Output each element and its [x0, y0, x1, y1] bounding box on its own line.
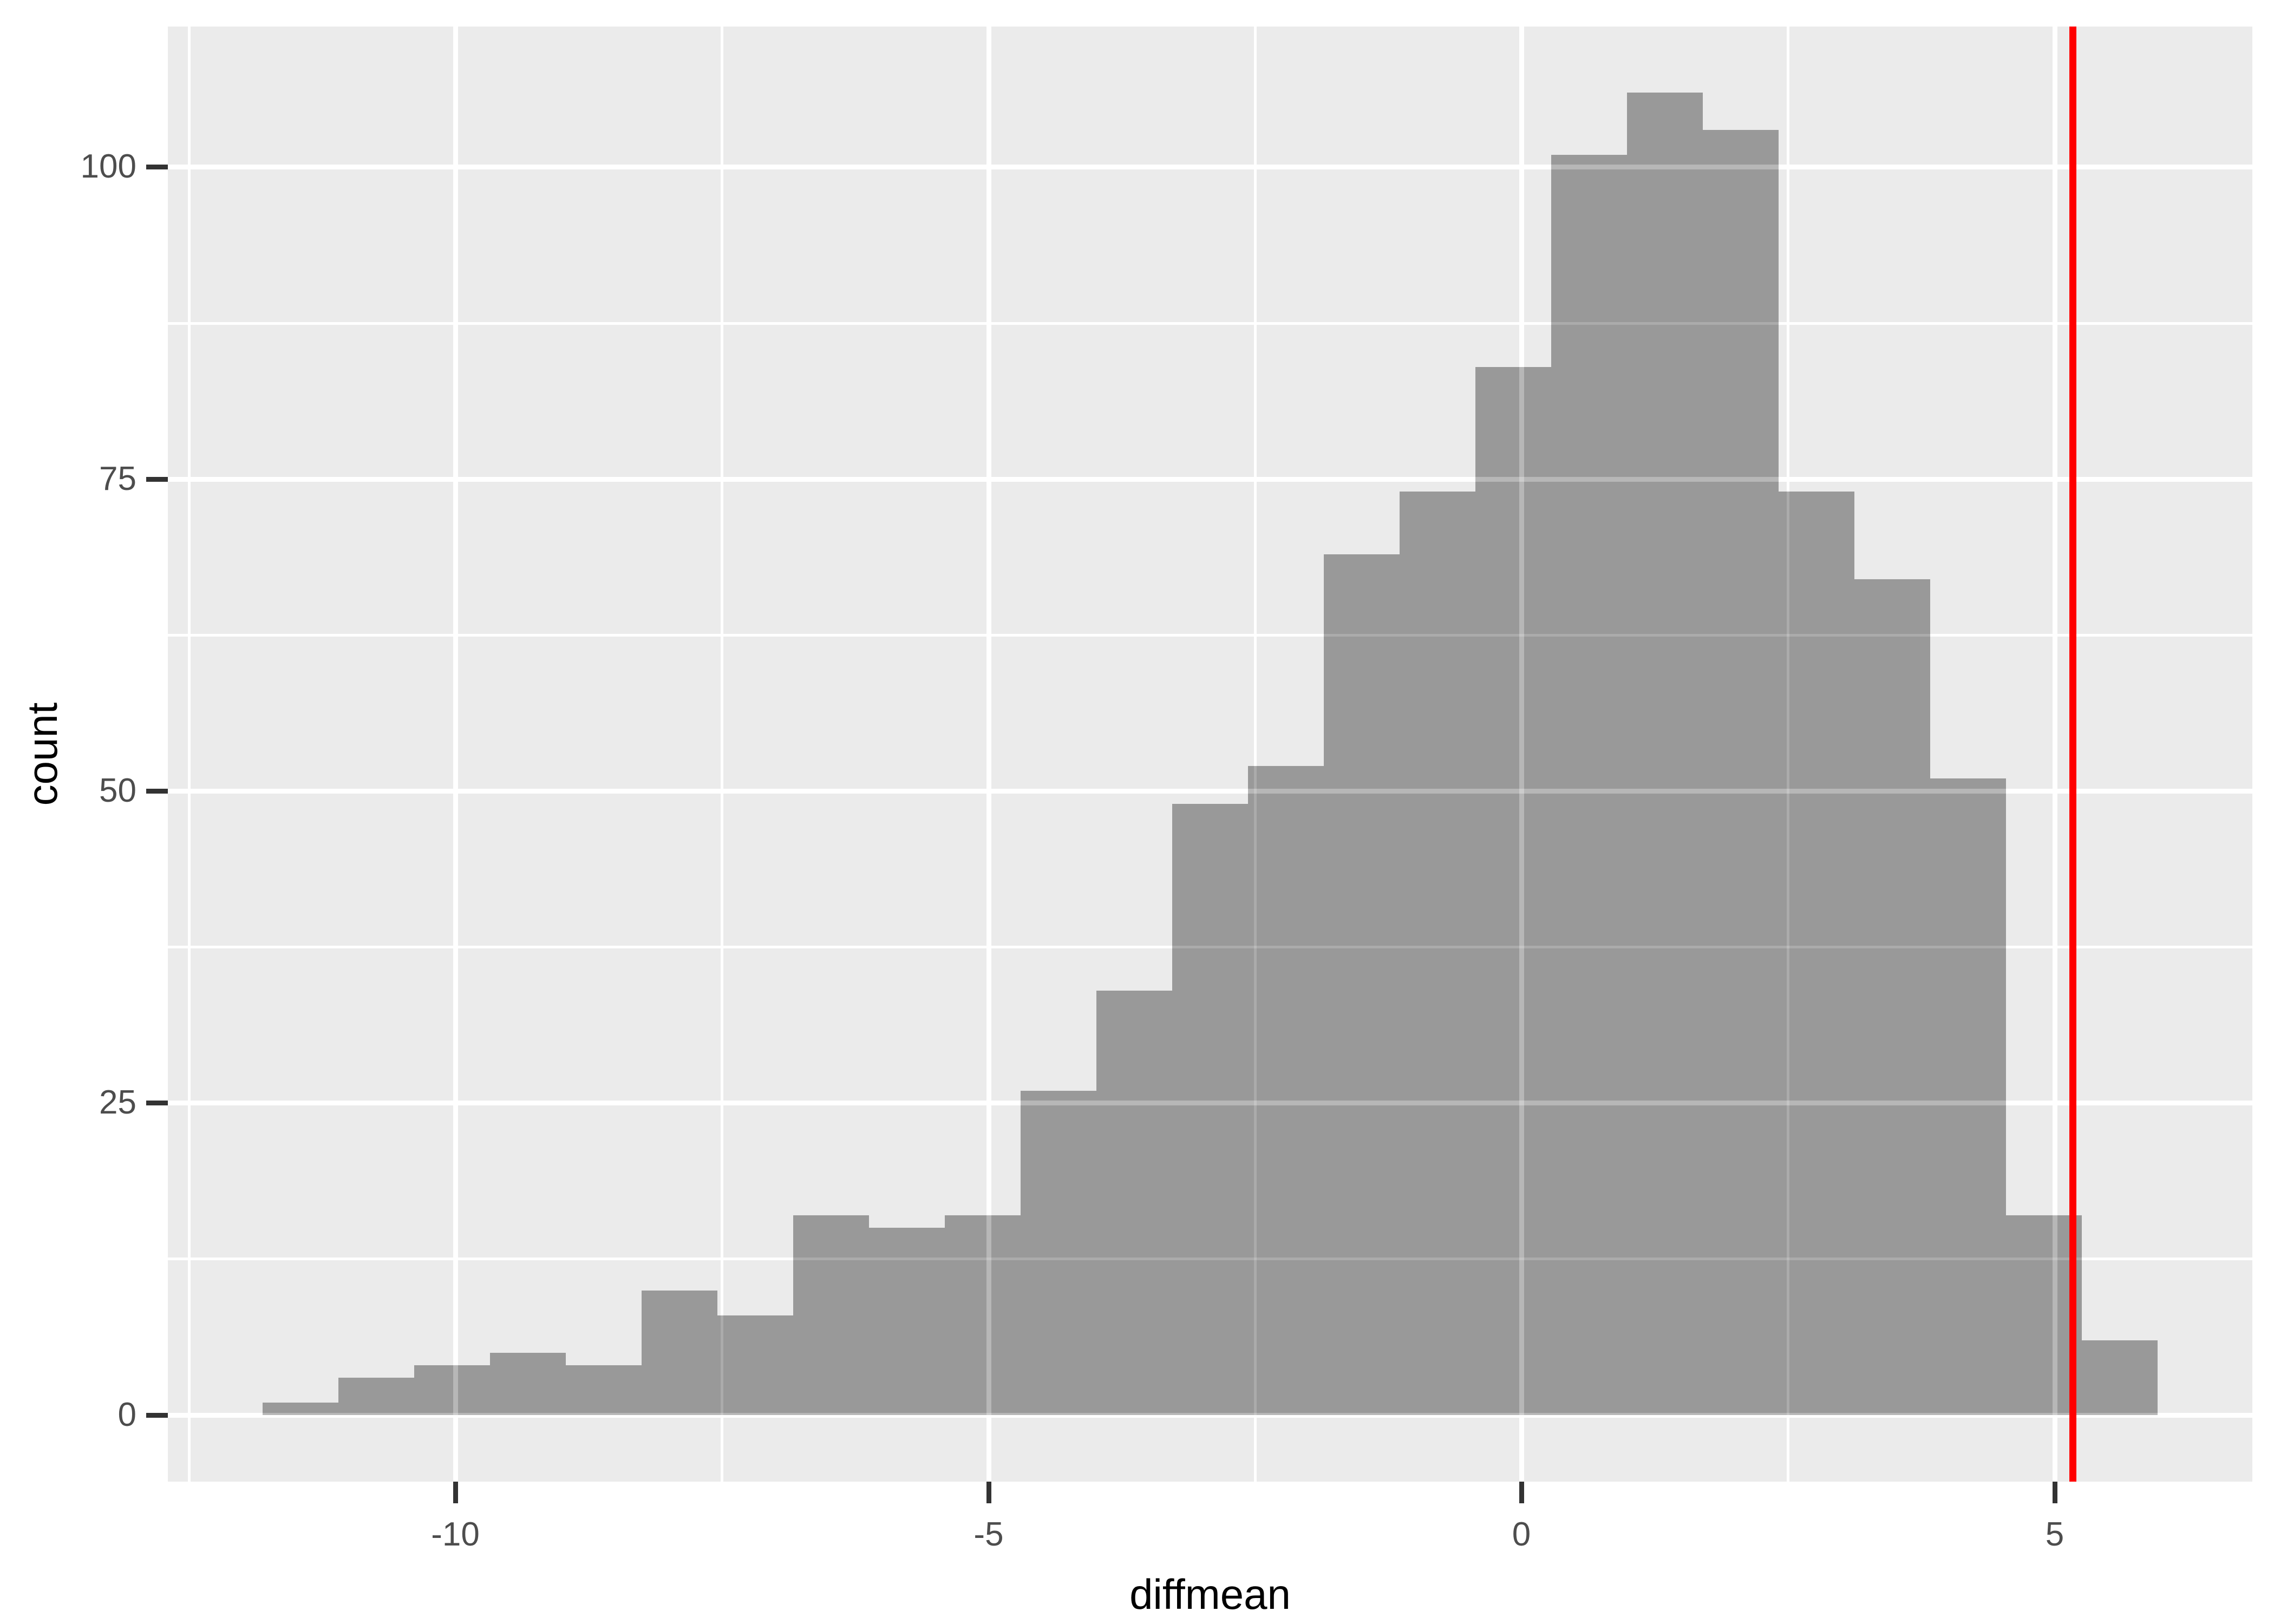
red-vline [2069, 27, 2076, 1482]
y-minor-gridline-overlay [168, 1257, 2252, 1260]
x-minor-gridline [1253, 27, 1257, 1482]
y-major-gridline-overlay [168, 788, 2252, 794]
x-major-gridline-overlay [986, 27, 991, 1482]
y-tick-label: 75 [99, 460, 136, 497]
y-tick-label: 100 [80, 148, 136, 185]
x-minor-gridline-overlay [1253, 27, 1257, 1482]
x-tick-label: 0 [1512, 1516, 1531, 1553]
x-tick-label: 5 [2045, 1516, 2064, 1553]
x-major-gridline [986, 27, 991, 1482]
y-axis-title: count [18, 702, 66, 806]
y-tick-mark [146, 788, 168, 794]
x-tick-mark [1519, 1482, 1524, 1503]
histogram-bar [338, 1377, 414, 1415]
histogram-bar [1324, 554, 1400, 1415]
y-tick-mark [146, 476, 168, 482]
histogram-bar [2082, 1340, 2158, 1415]
y-tick-mark [146, 1412, 168, 1418]
histogram-bar [1551, 154, 1627, 1415]
y-major-gridline-overlay [168, 1412, 2252, 1418]
y-tick-mark [146, 1100, 168, 1105]
x-tick-mark [986, 1482, 991, 1503]
histogram-bar [1400, 492, 1475, 1415]
x-major-gridline [453, 27, 458, 1482]
histogram-bar [717, 1315, 793, 1415]
y-major-gridline-overlay [168, 1100, 2252, 1105]
histogram-bar [1248, 766, 1324, 1415]
x-minor-gridline-overlay [187, 27, 191, 1482]
y-minor-gridline-overlay [168, 322, 2252, 325]
y-tick-label: 50 [99, 772, 136, 809]
histogram-bar [1779, 492, 1854, 1415]
histogram-bar [1627, 92, 1703, 1415]
y-major-gridline [168, 476, 2252, 482]
histogram-bar [1096, 991, 1172, 1415]
x-minor-gridline-overlay [720, 27, 723, 1482]
y-major-gridline [168, 164, 2252, 169]
x-tick-mark [453, 1482, 458, 1503]
y-major-gridline [168, 1412, 2252, 1418]
histogram-bar [869, 1228, 945, 1415]
histogram-bar [793, 1215, 869, 1415]
y-major-gridline-overlay [168, 476, 2252, 482]
histogram-bar [490, 1352, 566, 1415]
x-tick-mark [2052, 1482, 2057, 1503]
histogram-bar [414, 1365, 490, 1415]
x-major-gridline-overlay [453, 27, 458, 1482]
histogram-bar [1172, 803, 1248, 1415]
histogram-bar [642, 1290, 717, 1415]
y-tick-label: 25 [99, 1084, 136, 1121]
histogram-bar [1930, 778, 2006, 1415]
x-minor-gridline [720, 27, 723, 1482]
y-minor-gridline [168, 322, 2252, 325]
x-major-gridline-overlay [2052, 27, 2057, 1482]
x-axis-title: diffmean [1129, 1570, 1291, 1618]
histogram-bar [1021, 1090, 1096, 1415]
x-minor-gridline [187, 27, 191, 1482]
y-minor-gridline-overlay [168, 945, 2252, 948]
y-tick-mark [146, 164, 168, 169]
histogram-bar [1703, 129, 1779, 1415]
y-tick-label: 0 [117, 1396, 136, 1433]
histogram-bar [263, 1402, 338, 1415]
y-minor-gridline [168, 633, 2252, 637]
x-tick-label: -10 [431, 1516, 480, 1553]
y-major-gridline [168, 788, 2252, 794]
x-major-gridline-overlay [1519, 27, 1524, 1482]
histogram-bar [566, 1365, 642, 1415]
x-tick-label: -5 [973, 1516, 1004, 1553]
y-minor-gridline-overlay [168, 633, 2252, 637]
plot-panel [168, 27, 2252, 1482]
y-major-gridline-overlay [168, 164, 2252, 169]
histogram-bar [1854, 579, 1930, 1415]
histogram-bar [1475, 366, 1551, 1415]
x-minor-gridline-overlay [1786, 27, 1789, 1482]
x-major-gridline [2052, 27, 2057, 1482]
histogram-bar [945, 1215, 1021, 1415]
